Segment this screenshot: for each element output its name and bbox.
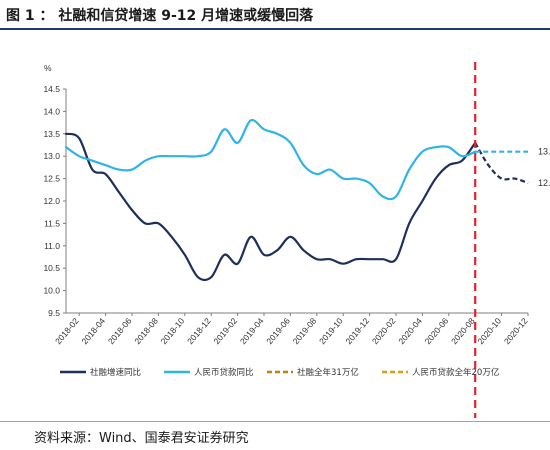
line-chart: % 14.5 14.0 13.5 13.0 12.5 12.0 11.5 11.0 10.5 10.… (43, 62, 550, 418)
y-tick-label: 10.5 (43, 263, 60, 273)
y-tick-label: 10.0 (43, 286, 60, 296)
chart-axes: % 14.5 14.0 13.5 13.0 12.5 12.0 11.5 11.0 10.5 10.… (43, 63, 529, 346)
figure-title: 图 1 ： 社融和信贷增速 9-12 月增速或缓慢回落 (6, 8, 314, 24)
x-tick-label: 2020-02 (370, 316, 398, 347)
x-tick-label: 2018-12 (185, 316, 213, 347)
x-tick-label: 2020-08 (449, 316, 477, 347)
y-tick-label: 14.0 (43, 106, 60, 116)
y-tick-label: 14.5 (43, 84, 60, 94)
series-line-2 (474, 142, 529, 185)
x-tick-label: 2019-02 (211, 316, 239, 347)
x-tick-label: 2019-12 (343, 316, 371, 347)
x-tick-label: 2018-10 (159, 316, 187, 347)
title-rule (0, 28, 550, 30)
legend-label-3: 人民币贷款全年20万亿 (412, 367, 499, 378)
x-tick-label: 2019-08 (291, 316, 319, 347)
x-tick-label: 2018-04 (79, 316, 107, 347)
y-axis-unit-label: % (44, 63, 52, 73)
x-tick-label: 2018-02 (53, 316, 81, 347)
x-tick-label: 2020-06 (423, 316, 451, 347)
chart-legend: 社融增速同比 人民币贷款同比 社融全年31万亿 人民币贷款全年20万亿 (60, 367, 499, 378)
y-tick-label: 11.0 (44, 241, 60, 251)
y-tick-label: 11.5 (44, 218, 60, 228)
chart-series: 12.4 13.1 (64, 62, 550, 418)
y-tick-label: 13.0 (43, 151, 60, 161)
y-tick-label: 12.5 (43, 174, 60, 184)
x-tick-label: 2019-04 (238, 316, 266, 347)
series-end-label-3: 13.1 (538, 147, 550, 157)
y-tick-label: 12.0 (43, 196, 60, 206)
series-end-label-2: 12.4 (538, 178, 550, 188)
series-line-1 (64, 118, 477, 201)
x-tick-label: 2019-06 (264, 316, 292, 347)
source-rule (0, 421, 550, 422)
x-tick-label: 2018-08 (132, 316, 160, 347)
x-tick-label: 2020-04 (396, 316, 424, 347)
x-tick-label: 2020-12 (502, 316, 530, 347)
legend-label-1: 人民币贷款同比 (194, 367, 254, 378)
legend-label-0: 社融增速同比 (90, 367, 141, 378)
y-tick-label: 9.5 (48, 308, 60, 318)
series-line-0 (64, 132, 477, 282)
x-tick-label: 2019-10 (317, 316, 345, 347)
y-tick-label: 13.5 (43, 129, 60, 139)
legend-label-2: 社融全年31万亿 (297, 367, 359, 378)
x-tick-label: 2020-10 (475, 316, 503, 347)
x-tick-label: 2018-06 (106, 316, 134, 347)
source-note: 资料来源：Wind、国泰君安证券研究 (34, 431, 249, 446)
